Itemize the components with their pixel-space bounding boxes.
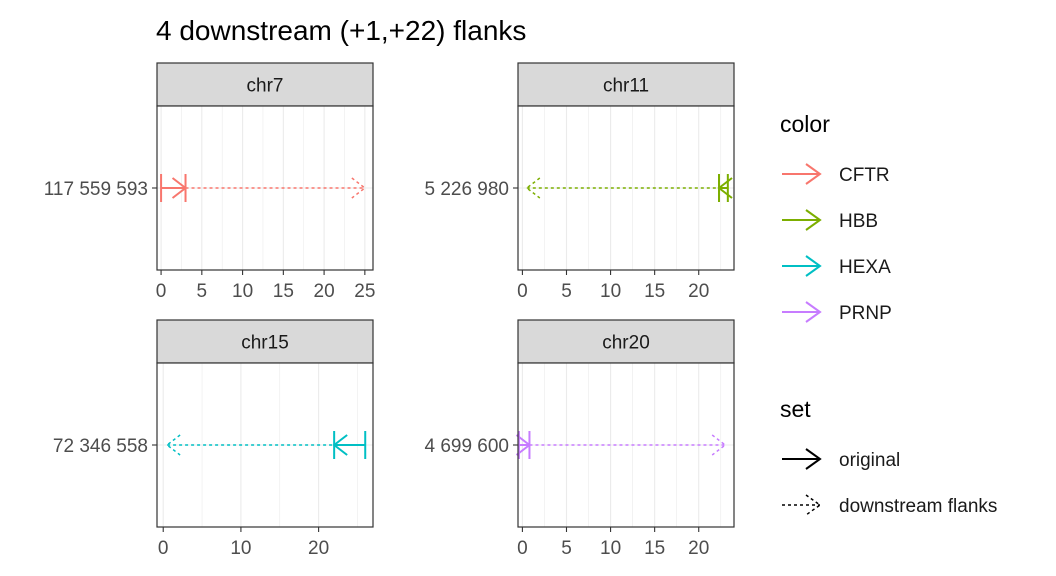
chart-title: 4 downstream (+1,+22) flanks [156, 15, 526, 46]
x-tick-label: 20 [308, 538, 329, 559]
facet-panels: chr7 117 559 593 0 5 10 15 20 25 chr11 5 226 980 0… [44, 62, 735, 559]
x-tick-label: 5 [561, 538, 572, 559]
legend-item-label: HBB [839, 211, 878, 232]
x-tick-label: 10 [600, 538, 621, 559]
legend-key-arrow [805, 163, 822, 185]
x-tick-label: 20 [314, 281, 335, 302]
legend-key-arrow [805, 301, 822, 323]
legend-item-label: PRNP [839, 303, 892, 324]
x-tick-label: 5 [561, 281, 572, 302]
x-tick-label: 0 [156, 281, 167, 302]
facet-strip-label: chr20 [602, 333, 650, 354]
legend: color CFTR HBB HEXA PRNP set original downstrea… [780, 111, 997, 517]
flank-interval [525, 177, 720, 199]
x-tick-label: 10 [600, 281, 621, 302]
x-tick-label: 15 [644, 538, 665, 559]
x-tick-label: 20 [688, 281, 709, 302]
legend-title-color: color [780, 111, 830, 137]
original-interval [717, 174, 733, 202]
y-tick-label: 5 226 980 [424, 179, 509, 200]
flank-interval [165, 434, 335, 456]
x-tick-label: 15 [273, 281, 294, 302]
facet-strip [156, 62, 374, 107]
legend-item-downstream-flanks: downstream flanks [782, 494, 997, 517]
legend-item-original: original [782, 448, 900, 471]
facet-strip-label: chr11 [603, 76, 649, 97]
x-tick-label: 20 [688, 538, 709, 559]
legend-key-arrow [805, 448, 822, 470]
x-tick-label: 25 [354, 281, 375, 302]
y-tick-label: 4 699 600 [424, 436, 509, 457]
legend-title-set: set [780, 396, 811, 422]
legend-item-label: original [839, 450, 900, 471]
legend-item-prnp: PRNP [782, 301, 892, 324]
original-interval [332, 431, 367, 459]
facet-panel-chr11: chr11 5 226 980 0 5 10 15 20 [424, 62, 735, 302]
original-interval [160, 174, 188, 202]
facet-panel-chr15: chr15 72 346 558 0 10 20 [53, 319, 374, 559]
facet-panel-chr20: chr20 4 699 600 0 5 10 15 20 [424, 319, 735, 559]
x-tick-label: 5 [197, 281, 208, 302]
facet-strip-label: chr7 [247, 76, 284, 97]
legend-item-label: HEXA [839, 257, 891, 278]
legend-item-hexa: HEXA [782, 255, 891, 278]
legend-item-hbb: HBB [782, 209, 878, 232]
legend-key-arrow [805, 255, 822, 277]
facet-strip-label: chr15 [241, 333, 289, 354]
x-tick-label: 10 [230, 538, 251, 559]
y-tick-label: 117 559 593 [44, 179, 148, 200]
facet-strip [156, 319, 374, 364]
x-tick-label: 15 [644, 281, 665, 302]
x-tick-label: 0 [517, 281, 528, 302]
flank-interval [529, 434, 727, 456]
x-tick-label: 0 [158, 538, 169, 559]
legend-item-cftr: CFTR [782, 163, 890, 186]
legend-item-label: downstream flanks [839, 496, 997, 517]
x-tick-label: 10 [232, 281, 253, 302]
x-tick-label: 0 [517, 538, 528, 559]
facet-strip [517, 62, 735, 107]
legend-item-label: CFTR [839, 165, 890, 186]
facet-panel-chr7: chr7 117 559 593 0 5 10 15 20 25 [44, 62, 375, 302]
facet-strip [517, 319, 735, 364]
legend-key-arrow [805, 209, 822, 231]
original-interval [515, 431, 532, 459]
y-tick-label: 72 346 558 [53, 436, 148, 457]
